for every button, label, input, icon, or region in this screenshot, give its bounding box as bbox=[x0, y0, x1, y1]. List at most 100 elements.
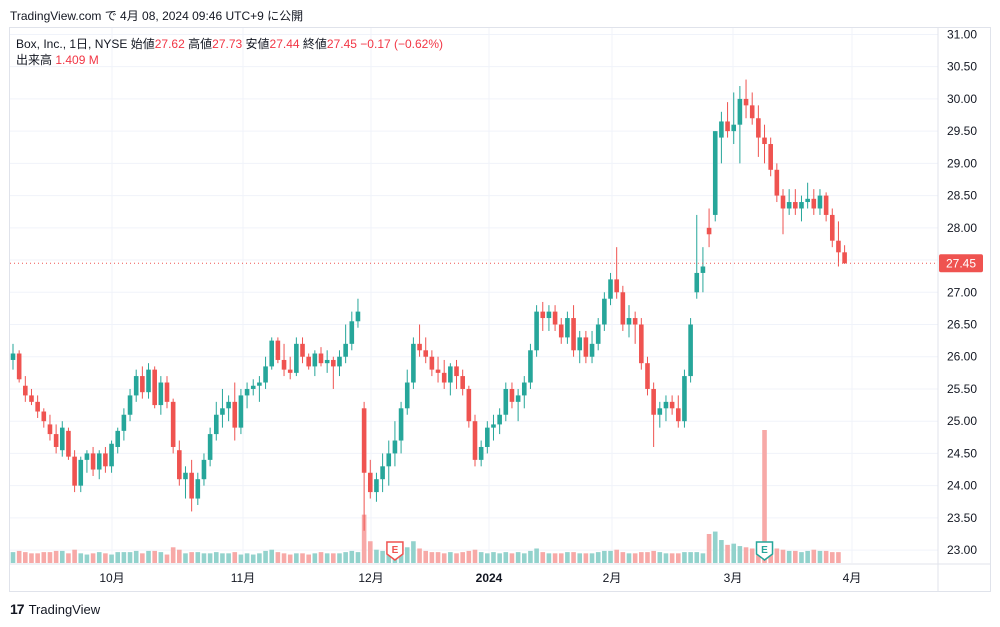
volume-bar bbox=[281, 553, 287, 563]
candle-body bbox=[491, 424, 496, 428]
candle-body bbox=[836, 240, 841, 253]
volume-bar bbox=[121, 552, 127, 563]
volume-bar bbox=[786, 550, 792, 563]
y-tick-label: 27.00 bbox=[947, 285, 977, 299]
volume-bar bbox=[694, 552, 700, 563]
volume-bar bbox=[712, 531, 718, 563]
candle-body bbox=[534, 311, 539, 351]
candle-body bbox=[719, 121, 724, 138]
footer-brand-name: TradingView bbox=[28, 601, 101, 617]
candle-body bbox=[805, 198, 810, 203]
candle-body bbox=[53, 434, 59, 447]
volume-bar bbox=[423, 550, 429, 563]
volume-bar bbox=[719, 540, 724, 563]
candle-body bbox=[133, 376, 139, 396]
candle-body bbox=[183, 472, 188, 480]
footer-brand[interactable]: 17 TradingView bbox=[10, 601, 100, 617]
candle-body bbox=[59, 427, 65, 451]
volume-bar bbox=[583, 553, 589, 563]
y-tick-label: 30.00 bbox=[947, 92, 977, 106]
y-tick-label: 24.50 bbox=[947, 446, 977, 460]
candle-body bbox=[799, 202, 804, 209]
candle-body bbox=[749, 105, 755, 119]
candle-body bbox=[602, 298, 607, 325]
candle-body bbox=[823, 195, 829, 215]
candle-body bbox=[275, 340, 281, 360]
volume-bar bbox=[503, 552, 509, 563]
candle-body bbox=[485, 427, 490, 447]
candle-body bbox=[294, 343, 299, 373]
candle-body bbox=[577, 337, 583, 351]
volume-bar bbox=[497, 553, 502, 563]
volume-bar bbox=[515, 552, 521, 563]
volume-bar bbox=[620, 552, 626, 563]
candle-body bbox=[675, 408, 681, 422]
volume-bar bbox=[645, 552, 650, 563]
candle-body bbox=[768, 144, 773, 170]
volume-bar bbox=[466, 550, 472, 563]
candle-body bbox=[331, 359, 336, 367]
legend-volume: 1.409 M bbox=[55, 53, 99, 67]
x-tick-label: 2024 bbox=[476, 571, 503, 585]
volume-bar bbox=[417, 548, 422, 563]
volume-bar bbox=[103, 553, 108, 563]
volume-bar bbox=[743, 547, 749, 563]
volume-bar bbox=[688, 552, 693, 563]
volume-bar bbox=[324, 553, 330, 563]
volume-bar bbox=[29, 553, 34, 563]
candle-body bbox=[140, 376, 145, 393]
tradingview-logo-icon: 17 bbox=[10, 601, 25, 617]
volume-bar bbox=[183, 553, 188, 563]
candle-body bbox=[361, 408, 367, 473]
candle-body bbox=[238, 395, 244, 428]
candle-body bbox=[41, 411, 47, 422]
candle-body bbox=[177, 450, 182, 480]
volume-bar bbox=[540, 552, 546, 563]
candle-body bbox=[386, 453, 392, 467]
legend-change: −0.17 (−0.62%) bbox=[360, 37, 444, 51]
candle-body bbox=[170, 401, 176, 447]
candle-body bbox=[497, 414, 502, 425]
candle-body bbox=[429, 356, 435, 370]
volume-bar bbox=[614, 549, 619, 563]
volume-bar bbox=[355, 552, 361, 563]
earnings-marker-label: E bbox=[761, 545, 768, 556]
candle-body bbox=[829, 214, 835, 241]
candle-body bbox=[392, 440, 398, 454]
legend-low-label: 安値 bbox=[245, 37, 270, 51]
candle-body bbox=[90, 453, 96, 470]
candle-body bbox=[349, 321, 355, 344]
candle-body bbox=[158, 382, 164, 406]
candle-body bbox=[435, 369, 441, 373]
volume-bar bbox=[706, 533, 712, 563]
candle-body bbox=[146, 369, 151, 393]
volume-bar bbox=[485, 553, 490, 563]
candle-body bbox=[343, 343, 348, 357]
candle-body bbox=[657, 408, 663, 415]
legend-volume-label: 出来高 bbox=[16, 53, 53, 67]
volume-bar bbox=[793, 550, 798, 563]
candle-body bbox=[84, 453, 90, 460]
volume-bar bbox=[275, 552, 281, 563]
volume-bar bbox=[534, 548, 539, 563]
volume-bar bbox=[349, 550, 355, 563]
x-tick-label: 3月 bbox=[724, 571, 743, 585]
volume-bar bbox=[725, 544, 730, 563]
volume-bar bbox=[238, 554, 244, 563]
volume-bar bbox=[244, 553, 250, 563]
volume-bar bbox=[805, 550, 810, 563]
volume-bar bbox=[478, 552, 484, 563]
candle-body bbox=[595, 324, 601, 344]
volume-bar bbox=[823, 550, 829, 563]
candle-body bbox=[731, 124, 737, 132]
volume-bar bbox=[589, 553, 595, 563]
volume-bar bbox=[836, 552, 841, 563]
candle-body bbox=[509, 388, 515, 402]
volume-bar bbox=[177, 549, 182, 563]
candle-body bbox=[355, 311, 361, 322]
candle-body bbox=[10, 353, 16, 360]
candle-body bbox=[441, 372, 447, 383]
volume-bar bbox=[737, 546, 743, 563]
volume-bar bbox=[528, 550, 533, 563]
